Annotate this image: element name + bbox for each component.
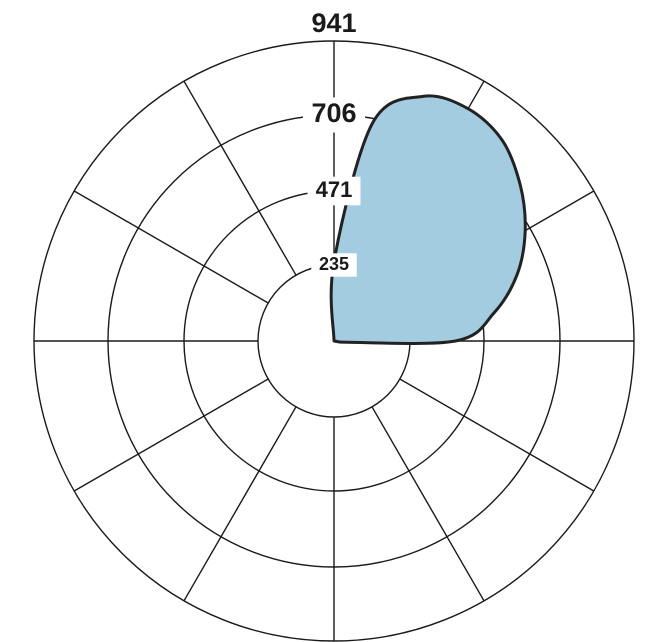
- radial-tick-labels: 235 471 706 941: [302, 8, 366, 277]
- grid-spoke-300: [73, 190, 269, 304]
- data-point-10: [370, 122, 374, 126]
- radial-tick-label-235: 235: [319, 254, 349, 274]
- tick-label-bg-471: [307, 176, 361, 206]
- series-area-1: [329, 94, 527, 345]
- grid-spoke-150: [371, 406, 485, 602]
- grid-spoke-120: [399, 378, 595, 492]
- data-point-80: [492, 311, 496, 315]
- data-point-70: [515, 272, 519, 276]
- radial-tick-label-706: 706: [311, 98, 356, 128]
- data-point-100: [338, 340, 342, 344]
- tick-label-bg-235: [311, 253, 357, 277]
- data-point-90: [453, 339, 457, 343]
- grid-spoke-240: [73, 378, 269, 492]
- grid-spoke-330: [183, 80, 297, 276]
- data-point-20: [421, 94, 425, 98]
- radial-tick-label-471: 471: [316, 177, 353, 202]
- data-point-40: [500, 138, 504, 142]
- radial-tick-label-941: 941: [311, 8, 356, 38]
- tick-label-bg-706: [302, 97, 366, 133]
- series-layer: [329, 94, 527, 345]
- grid-spoke-210: [183, 406, 297, 602]
- data-point-60: [523, 229, 527, 233]
- polar-grid: [33, 40, 635, 642]
- data-point-30: [466, 107, 470, 111]
- data-point-50: [518, 183, 522, 187]
